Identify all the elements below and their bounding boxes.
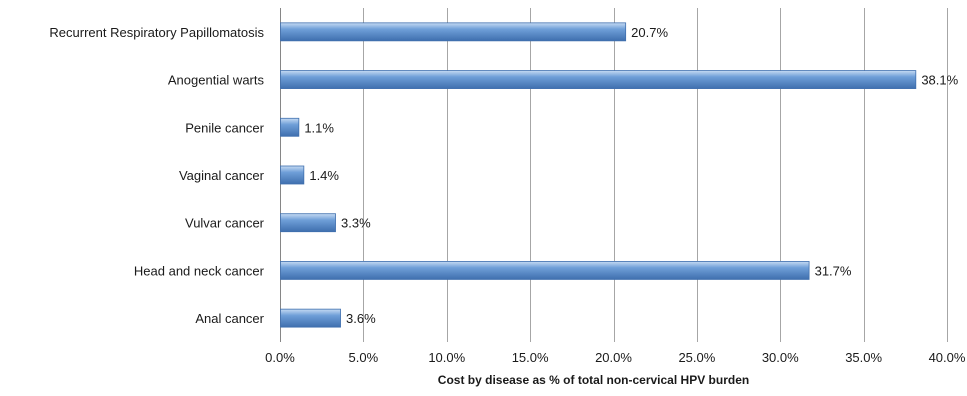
data-label: 3.3%	[341, 216, 371, 231]
gridlines	[280, 8, 948, 342]
x-tick-label: 10.0%	[428, 350, 465, 365]
x-tick-labels: 0.0% 5.0% 10.0% 15.0% 20.0% 25.0% 30.0% 35.0% 40…	[265, 350, 966, 365]
bars	[280, 22, 917, 328]
category-label: Vulvar cancer	[185, 216, 265, 231]
bar	[280, 117, 300, 137]
x-tick-label: 40.0%	[929, 350, 966, 365]
data-label: 1.4%	[309, 168, 339, 183]
x-tick-label: 25.0%	[678, 350, 715, 365]
data-label: 31.7%	[815, 263, 852, 278]
category-labels: Recurrent Respiratory Papillomatosis Anog…	[49, 25, 264, 326]
category-label: Penile cancer	[185, 120, 264, 135]
bar	[280, 165, 305, 185]
x-tick-label: 5.0%	[349, 350, 379, 365]
category-label: Anogential warts	[168, 73, 265, 88]
data-label: 1.1%	[304, 120, 334, 135]
x-axis-title: Cost by disease as % of total non-cervic…	[438, 373, 749, 387]
x-tick-label: 20.0%	[595, 350, 632, 365]
data-label: 3.6%	[346, 311, 376, 326]
bar	[280, 213, 336, 233]
category-label: Vaginal cancer	[179, 168, 265, 183]
x-tick-label: 0.0%	[265, 350, 295, 365]
bar	[280, 261, 810, 280]
data-label: 38.1%	[921, 73, 958, 88]
category-label: Head and neck cancer	[134, 263, 265, 278]
x-tick-label: 35.0%	[845, 350, 882, 365]
bar	[280, 70, 917, 89]
category-label: Anal cancer	[195, 311, 264, 326]
bar	[280, 308, 341, 328]
data-labels: 20.7% 38.1% 1.1% 1.4% 3.3% 31.7% 3.6%	[304, 25, 958, 326]
category-label: Recurrent Respiratory Papillomatosis	[49, 25, 264, 40]
data-label: 20.7%	[631, 25, 668, 40]
x-tick-label: 30.0%	[762, 350, 799, 365]
bar	[280, 22, 627, 42]
x-tick-label: 15.0%	[512, 350, 549, 365]
